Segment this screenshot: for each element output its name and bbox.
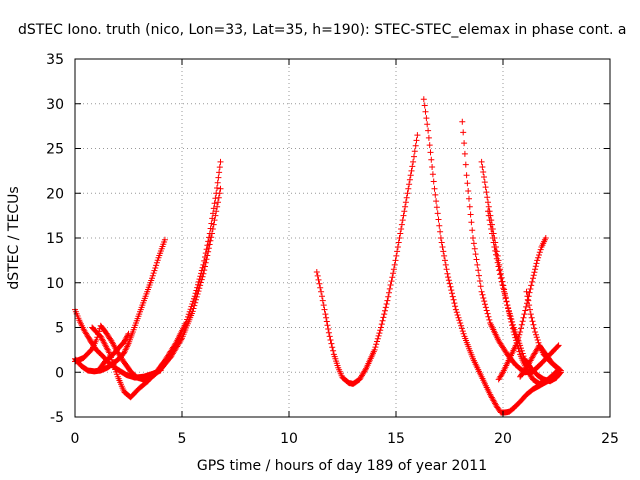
x-tick-labels: 0 5 10 15 20 25 <box>71 431 619 447</box>
series-9 <box>459 118 562 376</box>
data-points <box>72 96 564 416</box>
series-markers <box>89 158 224 401</box>
y-axis-label: dSTEC / TECUs <box>6 186 22 289</box>
x-tick-label: 0 <box>71 431 80 447</box>
x-axis-label: GPS time / hours of day 189 of year 2011 <box>197 458 487 474</box>
series-6 <box>313 132 421 387</box>
x-tick-label: 10 <box>280 431 298 447</box>
series-5 <box>95 330 132 374</box>
y-tick-label: 20 <box>46 186 64 202</box>
y-tick-label: 0 <box>55 365 64 381</box>
y-tick-label: -5 <box>50 410 64 426</box>
x-tick-label: 15 <box>387 431 405 447</box>
series-markers <box>420 96 517 416</box>
series-4 <box>89 158 224 401</box>
y-tick-labels: -5 0 5 10 15 20 25 30 35 <box>46 52 64 426</box>
series-markers <box>523 288 564 374</box>
x-tick-label: 20 <box>494 431 512 447</box>
series-markers <box>95 330 132 374</box>
series-markers <box>72 185 224 383</box>
y-tick-label: 25 <box>46 142 64 158</box>
y-tick-label: 30 <box>46 97 64 113</box>
y-tick-label: 10 <box>46 276 64 292</box>
series-markers <box>459 118 562 376</box>
series-markers <box>313 132 421 387</box>
series-markers <box>495 235 549 383</box>
series-3 <box>72 185 224 383</box>
chart-title: dSTEC Iono. truth (nico, Lon=33, Lat=35,… <box>18 22 626 38</box>
series-13 <box>495 235 549 383</box>
series-14 <box>523 288 564 374</box>
series-7 <box>420 96 517 416</box>
y-tick-label: 15 <box>46 231 64 247</box>
x-tick-label: 5 <box>178 431 187 447</box>
x-tick-label: 25 <box>601 431 619 447</box>
y-tick-label: 5 <box>55 321 64 337</box>
axis-ticks <box>74 58 611 418</box>
y-tick-label: 35 <box>46 52 64 68</box>
